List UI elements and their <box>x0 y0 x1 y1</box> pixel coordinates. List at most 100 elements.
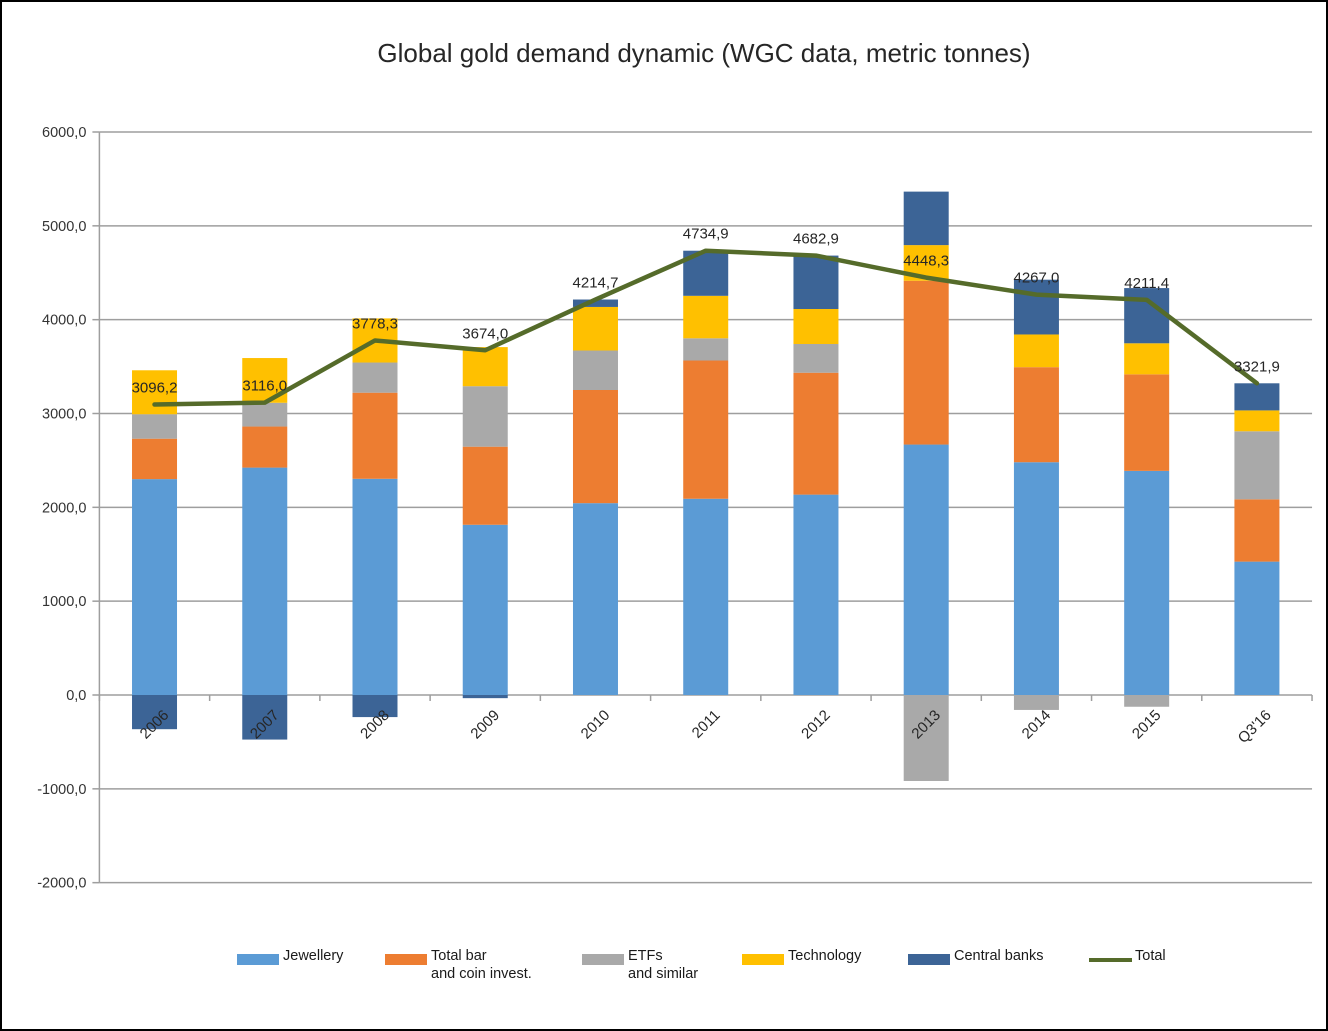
bar-2015-jewellery <box>1124 470 1170 695</box>
bar-2010-jewellery <box>572 503 618 695</box>
bar-2009-total-bar <box>462 446 508 525</box>
bar-2012-central-banks <box>793 255 839 310</box>
total-label-2013: 4448,3 <box>903 253 949 270</box>
y-axis-label: 1000,0 <box>42 594 86 610</box>
total-label-Q3'16: 3321,9 <box>1234 358 1280 375</box>
legend-label-line: and coin invest. <box>431 966 532 982</box>
bar-2011-jewellery <box>683 498 729 695</box>
total-label-2008: 3778,3 <box>352 315 398 332</box>
x-axis-label-Q3'16: Q3'16 <box>1235 707 1275 747</box>
y-axis-label: 0,0 <box>66 688 86 704</box>
total-label-2009: 3674,0 <box>462 325 508 342</box>
bar-2008-jewellery <box>352 478 398 695</box>
y-axis-label: 4000,0 <box>42 313 86 329</box>
total-label-2007: 3116,0 <box>242 378 287 395</box>
bar-2013-jewellery <box>903 444 949 695</box>
bar-2007-jewellery <box>242 467 288 695</box>
bar-2007-central-banks <box>242 695 288 740</box>
bar-2012-etfs <box>793 343 839 373</box>
total-label-2006: 3096,2 <box>132 379 178 396</box>
legend-swatch-technology <box>742 954 784 965</box>
bar-2009-etfs <box>462 386 508 447</box>
bar-2012-total-bar <box>793 372 839 495</box>
bar-2006-total-bar <box>132 438 178 480</box>
total-label-2012: 4682,9 <box>793 231 839 248</box>
bar-2014-technology <box>1013 334 1059 368</box>
total-label-2010: 4214,7 <box>573 275 619 292</box>
bar-2015-technology <box>1124 343 1170 375</box>
legend-swatch-total-bar-and-coin-invest- <box>385 954 427 965</box>
bar-2013-central-banks <box>903 191 949 246</box>
y-axis-label: 3000,0 <box>42 407 86 423</box>
bar-2010-etfs <box>572 350 618 391</box>
bar-2006-etfs <box>132 414 178 439</box>
bar-Q3'16-central-banks <box>1234 383 1280 411</box>
bar-2015-central-banks <box>1124 288 1170 344</box>
bar-2014-jewellery <box>1013 462 1059 695</box>
legend-label-central-banks: Central banks <box>954 947 1134 965</box>
bar-Q3'16-technology <box>1234 410 1280 432</box>
y-axis-label: -1000,0 <box>37 782 86 798</box>
bar-2007-total-bar <box>242 426 288 468</box>
legend-label-jewellery: Jewellery <box>283 947 463 965</box>
bar-2010-central-banks <box>572 299 618 307</box>
bar-2008-etfs <box>352 362 398 393</box>
bar-2012-technology <box>793 309 839 344</box>
bar-2015-etfs <box>1124 695 1170 707</box>
y-axis-label: 6000,0 <box>42 125 86 141</box>
bar-2012-jewellery <box>793 494 839 695</box>
bar-Q3'16-etfs <box>1234 431 1280 500</box>
bar-2010-total-bar <box>572 390 618 504</box>
legend-line-swatch-total <box>1089 958 1132 962</box>
bar-Q3'16-total-bar <box>1234 499 1280 562</box>
total-line <box>152 248 1260 407</box>
bar-2007-etfs <box>242 402 288 427</box>
total-label-2011: 4734,9 <box>683 226 729 243</box>
bar-2013-etfs <box>903 695 949 781</box>
bar-2011-etfs <box>683 338 729 361</box>
bar-2011-technology <box>683 295 729 339</box>
legend-label-line: Technology <box>788 948 862 964</box>
legend-label-line: Central banks <box>954 948 1044 964</box>
bar-2009-jewellery <box>462 524 508 695</box>
bar-2008-central-banks <box>352 695 398 718</box>
bar-2014-total-bar <box>1013 367 1059 463</box>
legend-label-total-bar-and-coin-invest-: Total bar and coin invest. <box>431 947 611 983</box>
bar-2014-etfs <box>1013 695 1059 710</box>
y-axis-label: 5000,0 <box>42 219 86 235</box>
bar-2011-total-bar <box>683 360 729 499</box>
bar-2006-central-banks <box>132 695 178 730</box>
bar-2014-central-banks <box>1013 279 1059 335</box>
legend-swatch-jewellery <box>237 954 279 965</box>
bar-Q3'16-jewellery <box>1234 561 1280 695</box>
legend-swatch-central-banks <box>908 954 950 965</box>
bar-2009-central-banks <box>462 695 508 699</box>
legend-label-line: Total bar <box>431 948 487 964</box>
y-axis-label: -2000,0 <box>37 876 86 892</box>
chart-legend: Jewellery Total bar and coin invest. ETFs an… <box>2 946 1326 1006</box>
x-axis-label-2010: 2010 <box>578 707 614 743</box>
legend-label-line: Total <box>1135 948 1166 964</box>
x-axis-label-2012: 2012 <box>798 707 834 743</box>
bar-2006-technology <box>132 370 178 415</box>
x-axis-label-2015: 2015 <box>1129 707 1165 743</box>
y-axis-label: 2000,0 <box>42 500 86 516</box>
legend-label-line: ETFs <box>628 948 663 964</box>
x-axis-label-2011: 2011 <box>689 707 724 742</box>
bar-2008-total-bar <box>352 392 398 479</box>
legend-label-line: Jewellery <box>283 948 344 964</box>
bar-2013-total-bar <box>903 280 949 445</box>
total-label-2014: 4267,0 <box>1013 270 1059 287</box>
legend-swatch-etfs-and-similar <box>582 954 624 965</box>
x-axis-label-2009: 2009 <box>467 707 503 743</box>
legend-label-line: and similar <box>628 966 699 982</box>
bar-2006-jewellery <box>132 479 178 695</box>
chart-title: Global gold demand dynamic (WGC data, me… <box>377 38 1031 68</box>
legend-label-total: Total <box>1135 947 1315 965</box>
x-axis-label-2014: 2014 <box>1019 707 1055 743</box>
bar-2015-total-bar <box>1124 374 1170 471</box>
bar-2010-technology <box>572 306 618 351</box>
bar-2009-technology <box>462 347 508 387</box>
